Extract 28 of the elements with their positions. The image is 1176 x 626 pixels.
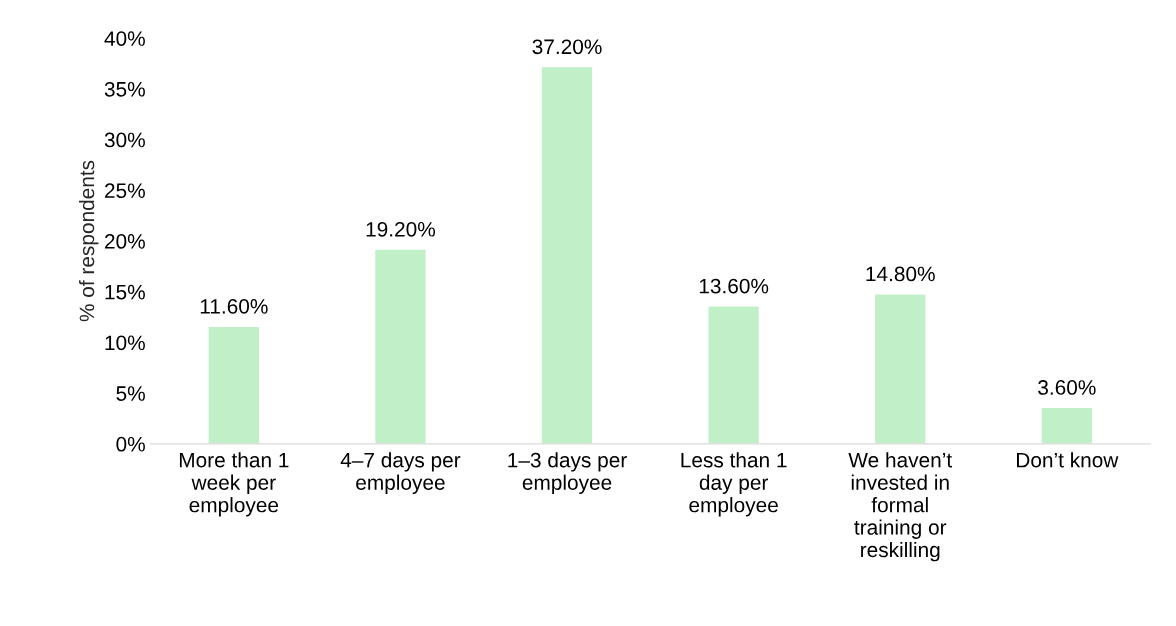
y-tick-label: 40%: [104, 31, 145, 46]
data-label: 13.60%: [699, 278, 769, 294]
y-tick-label: 25%: [105, 183, 145, 199]
y-tick-label: 5%: [116, 386, 145, 401]
y-tick-label: 0%: [116, 436, 145, 452]
x-tick-label: We haven’t invested in formal training or reskilling: [848, 452, 952, 562]
data-label: 19.20%: [366, 221, 436, 237]
x-tick-label: Don’t know: [1017, 452, 1119, 468]
y-tick-label: 20%: [105, 234, 145, 249]
data-label: 3.60%: [1038, 380, 1096, 395]
bar: [373, 248, 427, 444]
data-label: 37.20%: [532, 39, 602, 55]
x-tick-label: 1–3 days per employee: [508, 452, 627, 495]
bar: [1040, 406, 1094, 444]
y-tick-label: 10%: [105, 335, 145, 351]
x-tick-label: Less than 1 day per employee: [681, 452, 787, 517]
bar: [207, 325, 261, 444]
data-label: 11.60%: [200, 298, 268, 314]
data-label: 14.80%: [866, 266, 935, 282]
y-tick-label: 35%: [104, 81, 145, 97]
y-axis-title: % of respondents: [78, 160, 99, 322]
bar: [707, 305, 761, 444]
bar: [873, 293, 927, 444]
x-tick-label: 4–7 days per employee: [340, 452, 461, 495]
y-tick-label: 30%: [104, 132, 145, 148]
bar: [540, 65, 594, 444]
x-tick-label: More than 1 week per employee: [179, 452, 289, 517]
y-tick-label: 15%: [105, 284, 145, 300]
